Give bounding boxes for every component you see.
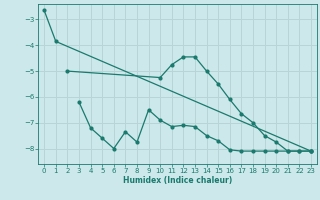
X-axis label: Humidex (Indice chaleur): Humidex (Indice chaleur)	[123, 176, 232, 185]
